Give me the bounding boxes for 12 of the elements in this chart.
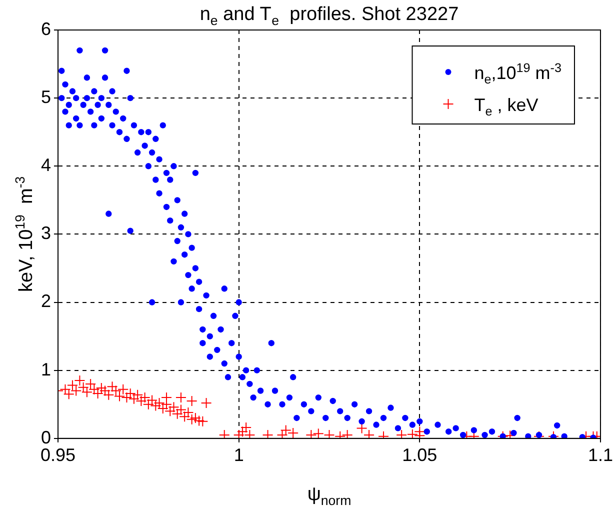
y-axis-title: keV, 1019 m-3 (12, 176, 37, 292)
y-tick-label: 0 (40, 427, 52, 448)
y-tick-label: 1 (40, 359, 52, 380)
y-tick-label: 4 (40, 155, 52, 176)
x-tick-label: 1 (234, 445, 244, 466)
x-tick-label: 1.1 (588, 445, 614, 466)
y-tick-label: 2 (40, 291, 52, 312)
y-tick-label: 5 (40, 87, 52, 108)
x-tick-label: 1.05 (402, 445, 438, 466)
y-tick-label: 3 (40, 223, 52, 244)
x-tick-label: 0.95 (40, 445, 76, 466)
y-tick-label: 6 (40, 18, 52, 39)
